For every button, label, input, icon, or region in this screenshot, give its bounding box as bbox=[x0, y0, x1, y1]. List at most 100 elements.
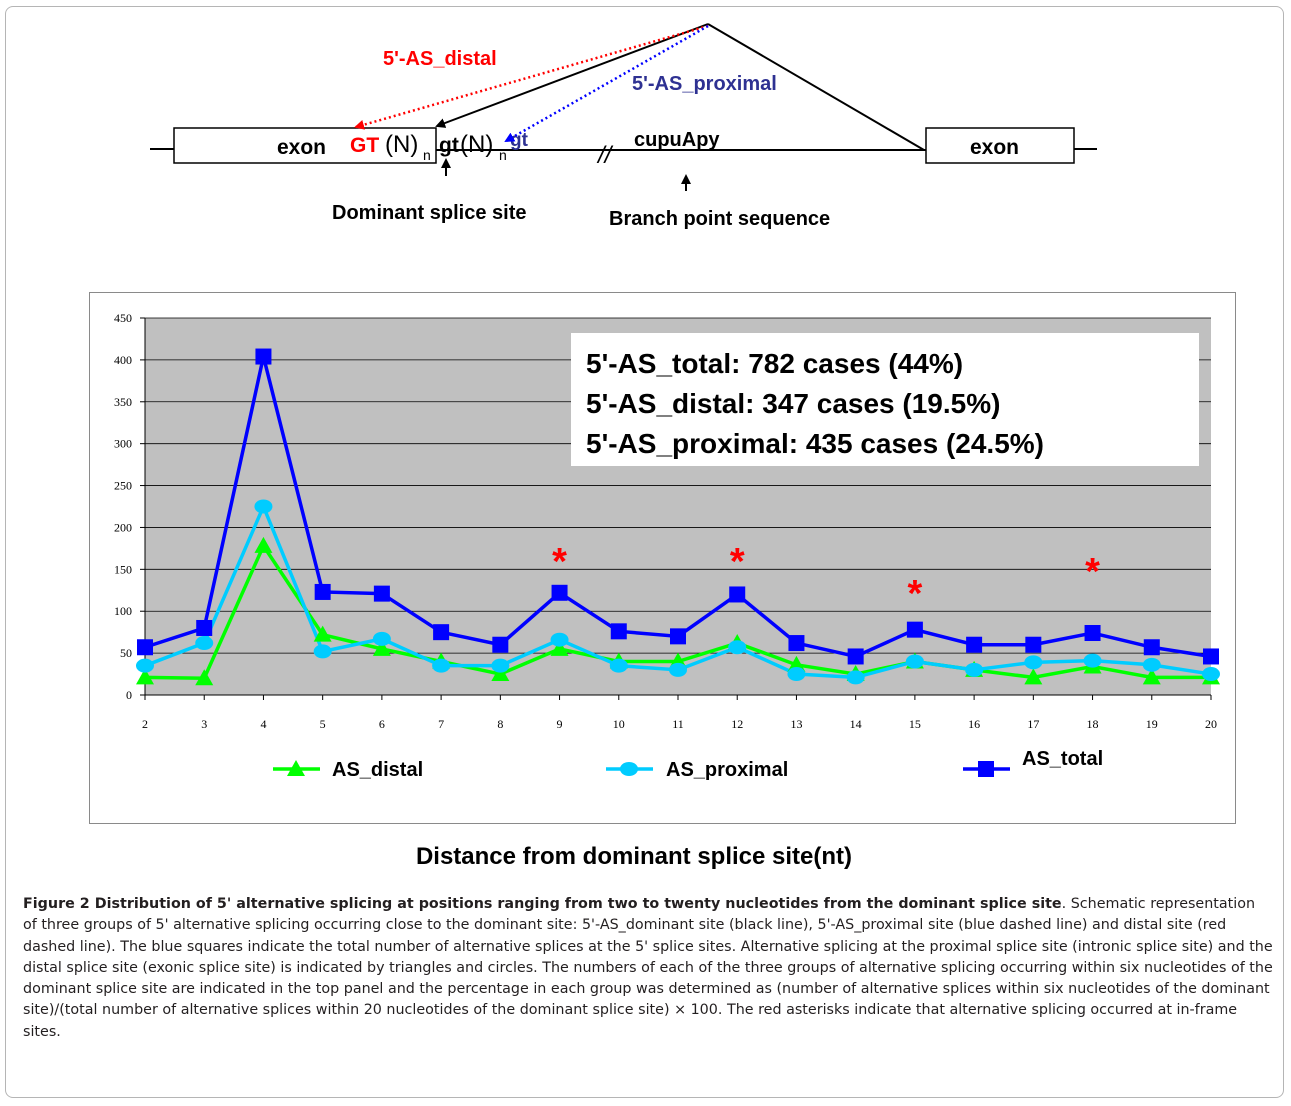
caption-text: . Schematic representation of three grou… bbox=[23, 896, 1273, 1040]
data-point-AS_proximal bbox=[787, 667, 806, 682]
data-point-AS_proximal bbox=[254, 499, 273, 514]
data-point-AS_distal bbox=[254, 536, 273, 553]
line-chart: 0 50 100 150 200 250 300 350 400 450 2 3 4 5 6 7 8 9 10 11 1… bbox=[114, 311, 1220, 781]
x-tick-label: 2 bbox=[142, 717, 148, 731]
proximal-label: 5'-AS_proximal bbox=[632, 73, 777, 95]
y-tick-label: 250 bbox=[114, 479, 132, 493]
y-tick-label: 300 bbox=[114, 437, 132, 451]
x-tick-label: 20 bbox=[1205, 717, 1217, 731]
data-point-AS_proximal bbox=[372, 631, 391, 646]
data-point-AS_total bbox=[847, 648, 864, 665]
y-tick-label: 400 bbox=[114, 353, 132, 367]
data-point-AS_total bbox=[610, 623, 627, 640]
data-point-AS_total bbox=[492, 636, 509, 653]
legend-marker bbox=[287, 760, 305, 776]
dominant-arc-right bbox=[707, 23, 925, 151]
in-frame-asterisk: * bbox=[1085, 551, 1100, 593]
dominant-motif: gt bbox=[439, 134, 459, 157]
data-point-AS_total bbox=[1025, 636, 1042, 653]
legend-label: AS_proximal bbox=[666, 759, 788, 781]
data-point-AS_proximal bbox=[491, 658, 510, 673]
in-frame-asterisk: * bbox=[552, 541, 567, 583]
data-point-AS_distal bbox=[491, 665, 510, 682]
annotation-line: 5'-AS_distal: 347 cases (19.5%) bbox=[586, 388, 1000, 419]
data-point-AS_proximal bbox=[905, 654, 924, 669]
y-tick-label: 150 bbox=[114, 562, 132, 576]
data-point-AS_proximal bbox=[313, 644, 332, 659]
branch-point-label: Branch point sequence bbox=[609, 208, 830, 230]
y-tick-label: 0 bbox=[126, 688, 132, 702]
exon-right-box bbox=[925, 127, 1075, 164]
in-frame-asterisk: * bbox=[907, 573, 922, 615]
data-point-AS_total bbox=[373, 585, 390, 602]
data-point-AS_proximal bbox=[669, 662, 687, 677]
y-tick-label: 200 bbox=[114, 520, 132, 534]
motif-n-2: (N) bbox=[460, 131, 493, 158]
data-point-AS_total bbox=[729, 586, 746, 603]
dominant-site-label: Dominant splice site bbox=[332, 202, 527, 224]
data-point-AS_distal bbox=[1142, 668, 1161, 685]
data-point-AS_total bbox=[314, 583, 331, 600]
exon-left-box bbox=[173, 127, 437, 164]
x-tick-label: 17 bbox=[1027, 717, 1039, 731]
data-point-AS_distal bbox=[195, 669, 214, 686]
x-tick-label: 13 bbox=[790, 717, 802, 731]
data-point-AS_proximal bbox=[550, 632, 569, 647]
caption-label: Figure 2 Distribution of 5' alternative … bbox=[23, 896, 1062, 912]
in-frame-asterisk: * bbox=[730, 541, 745, 583]
annotation-line: 5'-AS_total: 782 cases (44%) bbox=[586, 348, 963, 379]
motif-sub-1: n bbox=[423, 147, 431, 163]
data-point-AS_proximal bbox=[1142, 657, 1161, 672]
intron-break-mark: // bbox=[596, 142, 614, 169]
x-tick-label: 3 bbox=[201, 717, 207, 731]
annotation-box bbox=[571, 333, 1199, 466]
y-tick-label: 100 bbox=[114, 604, 132, 618]
x-tick-label: 15 bbox=[909, 717, 921, 731]
data-point-AS_total bbox=[551, 584, 568, 601]
distal-arc bbox=[354, 24, 709, 130]
data-point-AS_proximal bbox=[609, 658, 628, 673]
data-point-AS_proximal bbox=[728, 640, 747, 655]
data-point-AS_total bbox=[966, 636, 983, 653]
y-tick-label: 50 bbox=[120, 646, 132, 660]
legend-label: AS_total bbox=[1022, 748, 1103, 770]
data-point-AS_total bbox=[1143, 639, 1160, 656]
x-tick-label: 5 bbox=[320, 717, 326, 731]
proximal-arc bbox=[504, 24, 709, 143]
exon-right-label: exon bbox=[970, 136, 1019, 159]
data-point-AS_proximal bbox=[1083, 653, 1102, 668]
data-point-AS_proximal bbox=[1202, 667, 1220, 682]
data-point-AS_distal bbox=[136, 668, 154, 685]
data-point-AS_proximal bbox=[195, 636, 214, 651]
y-tick-label: 450 bbox=[114, 311, 132, 325]
data-point-AS_proximal bbox=[965, 662, 984, 677]
legend-marker bbox=[620, 762, 638, 776]
data-point-AS_total bbox=[255, 348, 272, 365]
data-point-AS_proximal bbox=[846, 670, 865, 685]
x-axis-title: Distance from dominant splice site(nt) bbox=[415, 843, 853, 870]
x-tick-label: 16 bbox=[968, 717, 980, 731]
data-point-AS_distal bbox=[1024, 668, 1043, 685]
x-tick-label: 4 bbox=[260, 717, 266, 731]
data-point-AS_total bbox=[196, 619, 213, 636]
data-point-AS_proximal bbox=[432, 658, 451, 673]
legend-marker bbox=[978, 761, 994, 777]
x-tick-label: 19 bbox=[1146, 717, 1158, 731]
x-tick-label: 11 bbox=[672, 717, 684, 731]
data-point-AS_distal bbox=[550, 639, 569, 656]
x-tick-label: 18 bbox=[1087, 717, 1099, 731]
motif-sub-2: n bbox=[499, 147, 507, 163]
dominant-arc-left bbox=[435, 23, 709, 128]
x-tick-label: 6 bbox=[379, 717, 385, 731]
data-point-AS_proximal bbox=[1024, 655, 1043, 670]
data-point-AS_total bbox=[906, 621, 923, 638]
data-point-AS_total bbox=[788, 635, 805, 652]
x-tick-label: 10 bbox=[613, 717, 625, 731]
data-point-AS_total bbox=[137, 639, 153, 656]
data-point-AS_distal bbox=[787, 655, 806, 672]
data-point-AS_distal bbox=[313, 625, 332, 642]
figure-caption: Figure 2 Distribution of 5' alternative … bbox=[23, 894, 1273, 1043]
figure-frame bbox=[5, 6, 1284, 1098]
data-point-AS_total bbox=[1203, 648, 1219, 665]
data-point-AS_total bbox=[670, 628, 686, 645]
